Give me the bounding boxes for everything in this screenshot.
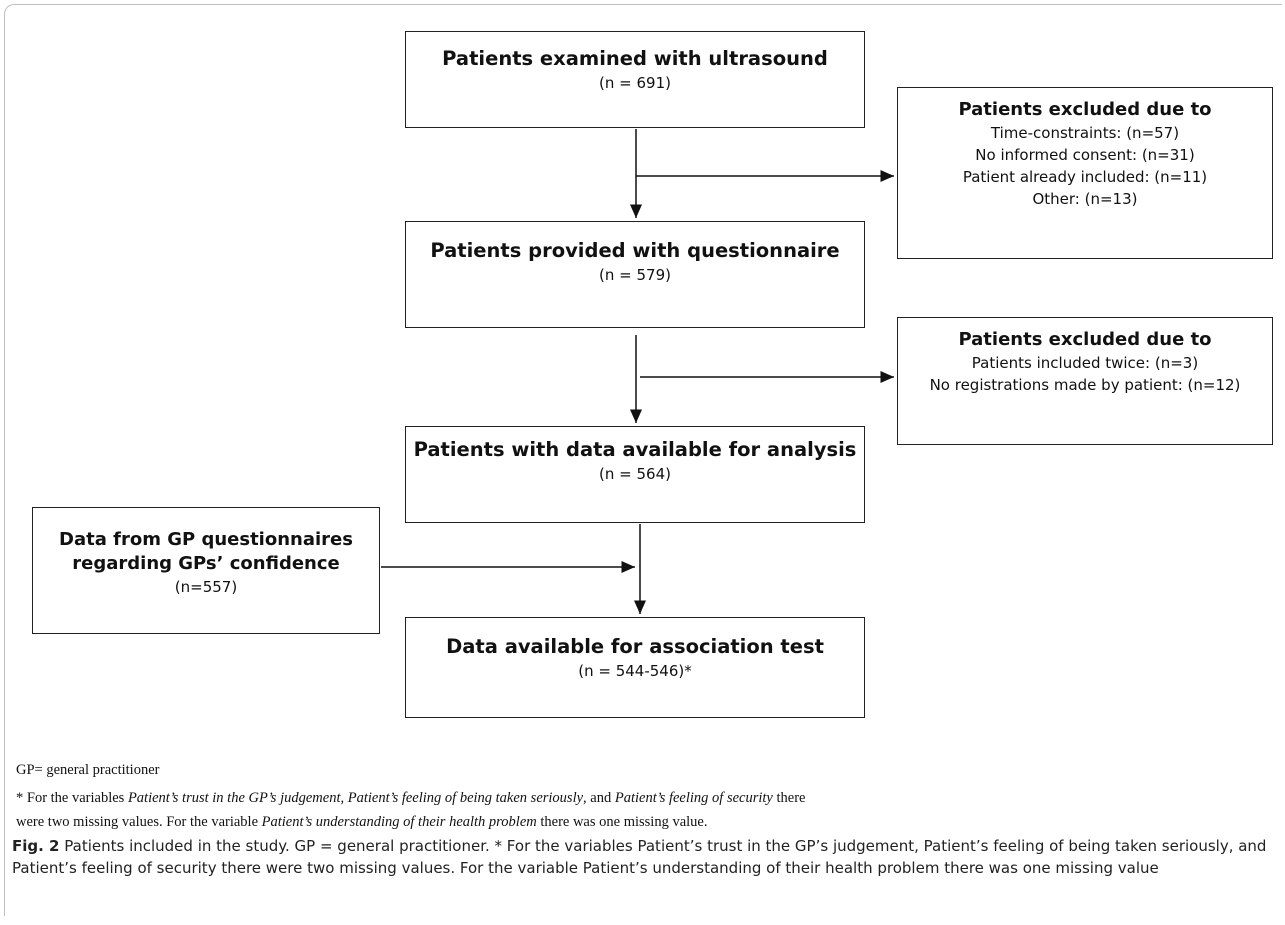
- footnote-text: there: [772, 790, 806, 806]
- box-available: Patients with data available for analysi…: [405, 426, 865, 523]
- box-provided: Patients provided with questionnaire (n …: [405, 221, 865, 328]
- box-examined-count: (n = 691): [599, 74, 671, 92]
- footnote-variable: Patient’s understanding of their health …: [261, 814, 537, 830]
- box-excluded-1: Patients excluded due to Time-constraint…: [897, 87, 1273, 259]
- footnote-abbreviation: GP= general practitioner: [16, 762, 160, 778]
- box-available-title: Patients with data available for analysi…: [413, 438, 857, 461]
- box-gp-count: (n=557): [174, 578, 238, 596]
- box-excluded-2-title: Patients excluded due to: [958, 329, 1212, 350]
- footnote-text: there was one missing value.: [536, 814, 708, 830]
- figure-caption: Fig. 2 Patients included in the study. G…: [12, 835, 1277, 879]
- box-association: Data available for association test (n =…: [405, 617, 865, 718]
- box-available-count: (n = 564): [599, 465, 671, 483]
- footnote-variable: Patient’s trust in the GP’s judgement, P…: [127, 790, 584, 806]
- box-association-title: Data available for association test: [446, 635, 824, 658]
- footnote-text: , and: [583, 790, 615, 806]
- box-excluded-2: Patients excluded due to Patients includ…: [897, 317, 1273, 445]
- caption-text: Patients included in the study. GP = gen…: [12, 837, 1267, 877]
- footnote-text: * For the variables: [16, 790, 128, 806]
- excluded-2-reason: Patients included twice: (n=3): [971, 354, 1199, 372]
- excluded-2-reason: No registrations made by patient: (n=12): [929, 376, 1241, 394]
- caption-label: Fig. 2: [12, 837, 60, 855]
- excluded-1-reason: Time-constraints: (n=57): [990, 124, 1180, 142]
- excluded-1-reason: Patient already included: (n=11): [962, 168, 1208, 186]
- box-provided-count: (n = 579): [599, 266, 671, 284]
- box-examined: Patients examined with ultrasound (n = 6…: [405, 31, 865, 128]
- box-provided-title: Patients provided with questionnaire: [430, 239, 840, 262]
- footnote-line-2: were two missing values. For the variabl…: [16, 812, 707, 832]
- footnote-line-1: * For the variables Patient’s trust in t…: [16, 788, 805, 808]
- box-gp-title-line2: regarding GPs’ confidence: [72, 553, 340, 574]
- box-examined-title: Patients examined with ultrasound: [442, 47, 828, 70]
- box-association-count: (n = 544-546)*: [578, 662, 692, 680]
- footnote-text: were two missing values. For the variabl…: [16, 814, 262, 830]
- figure-frame: [4, 4, 1282, 916]
- excluded-1-reason: No informed consent: (n=31): [975, 146, 1195, 164]
- footnote-variable: Patient’s feeling of security: [614, 790, 773, 806]
- excluded-1-reason: Other: (n=13): [1032, 190, 1138, 208]
- box-gp-questionnaires: Data from GP questionnaires regarding GP…: [32, 507, 380, 634]
- box-gp-title-line1: Data from GP questionnaires: [59, 529, 353, 550]
- box-excluded-1-title: Patients excluded due to: [958, 99, 1212, 120]
